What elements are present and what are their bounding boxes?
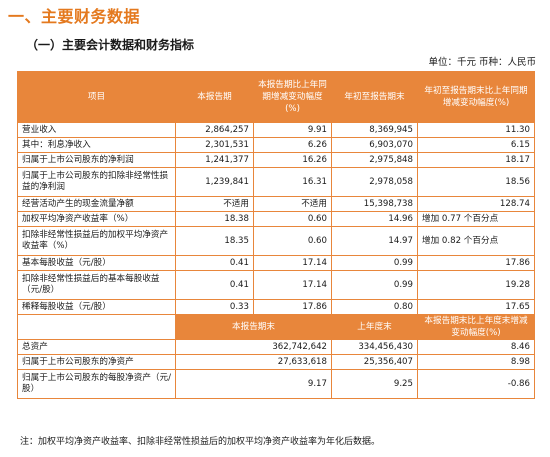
row-change: 0.60 xyxy=(253,226,332,256)
row-change-ytd: 17.86 xyxy=(417,255,535,271)
row-ytd: 14.96 xyxy=(331,211,418,227)
header-ytd: 年初至报告期末 xyxy=(331,71,418,123)
row-prev-year-end: 25,356,407 xyxy=(331,354,418,370)
row-current: 0.41 xyxy=(175,255,254,271)
header-current-period: 本报告期 xyxy=(175,71,254,123)
row-period-end: 27,633,618 xyxy=(175,354,332,370)
header-period-end: 本报告期末 xyxy=(175,314,332,340)
row-prev-year-end: 334,456,430 xyxy=(331,339,418,355)
row-ytd: 15,398,738 xyxy=(331,196,418,212)
header-change-period: 本报告期比上年同期增减变动幅度(%) xyxy=(253,71,332,123)
row-item: 归属于上市公司股东的净利润 xyxy=(17,152,176,168)
row-change-ytd: 18.17 xyxy=(417,152,535,168)
row-change-ytd: 11.30 xyxy=(417,122,535,138)
row-change-ytd: 18.56 xyxy=(417,167,535,197)
row-change-ytd: 增加 0.77 个百分点 xyxy=(417,211,535,227)
row-change: 17.86 xyxy=(253,299,332,315)
header-prev-year-end: 上年度末 xyxy=(331,314,418,340)
row-change-ytd: 增加 0.82 个百分点 xyxy=(417,226,535,256)
row-change: 17.14 xyxy=(253,270,332,300)
row-change-ytd: 19.28 xyxy=(417,270,535,300)
table-row: 基本每股收益（元/股） 0.41 17.14 0.99 17.86 xyxy=(17,255,535,271)
table-row: 归属于上市公司股东的净资产 27,633,618 25,356,407 8.98 xyxy=(17,354,535,370)
row-ytd: 2,978,058 xyxy=(331,167,418,197)
row-prev-year-end: 9.25 xyxy=(331,369,418,399)
row-current: 0.33 xyxy=(175,299,254,315)
row-current: 18.38 xyxy=(175,211,254,227)
financial-data-table: 项目 本报告期 本报告期比上年同期增减变动幅度(%) 年初至报告期末 年初至报告… xyxy=(17,71,535,399)
table-header-row: 项目 本报告期 本报告期比上年同期增减变动幅度(%) 年初至报告期末 年初至报告… xyxy=(17,71,535,123)
row-change: 8.98 xyxy=(417,354,535,370)
row-current: 不适用 xyxy=(175,196,254,212)
row-ytd: 0.80 xyxy=(331,299,418,315)
row-change: 17.14 xyxy=(253,255,332,271)
row-change-ytd: 6.15 xyxy=(417,137,535,153)
row-change: 16.26 xyxy=(253,152,332,168)
unit-currency-line: 单位：千元 币种：人民币 xyxy=(428,57,536,68)
row-item: 总资产 xyxy=(17,339,176,355)
row-period-end: 9.17 xyxy=(175,369,332,399)
row-current: 1,241,377 xyxy=(175,152,254,168)
table-row: 其中：利息净收入 2,301,531 6.26 6,903,070 6.15 xyxy=(17,137,535,153)
row-ytd: 2,975,848 xyxy=(331,152,418,168)
row-change: 16.31 xyxy=(253,167,332,197)
row-change: 9.91 xyxy=(253,122,332,138)
row-current: 2,301,531 xyxy=(175,137,254,153)
row-item: 营业收入 xyxy=(17,122,176,138)
table-row: 营业收入 2,864,257 9.91 8,369,945 11.30 xyxy=(17,122,535,138)
row-item: 归属于上市公司股东的扣除非经常性损益的净利润 xyxy=(17,167,176,197)
row-current: 2,864,257 xyxy=(175,122,254,138)
table-row: 稀释每股收益（元/股） 0.33 17.86 0.80 17.65 xyxy=(17,299,535,315)
row-item: 归属于上市公司股东的每股净资产（元/股） xyxy=(17,369,176,399)
subsection-title: （一）主要会计数据和财务指标 xyxy=(26,38,195,52)
row-item: 经营活动产生的现金流量净额 xyxy=(17,196,176,212)
table-row: 归属于上市公司股东的净利润 1,241,377 16.26 2,975,848 … xyxy=(17,152,535,168)
section-title: 一、主要财务数据 xyxy=(8,7,141,26)
footnote: 注：加权平均净资产收益率、扣除非经常性损益后的加权平均净资产收益率为年化后数据。 xyxy=(20,437,381,447)
row-ytd: 14.97 xyxy=(331,226,418,256)
row-current: 1,239,841 xyxy=(175,167,254,197)
table-row: 扣除非经常性损益后的基本每股收益（元/股） 0.41 17.14 0.99 19… xyxy=(17,270,535,300)
row-current: 0.41 xyxy=(175,270,254,300)
row-ytd: 0.99 xyxy=(331,270,418,300)
row-change: 8.46 xyxy=(417,339,535,355)
row-change: 6.26 xyxy=(253,137,332,153)
row-item: 扣除非经常性损益后的加权平均净资产收益率（%） xyxy=(17,226,176,256)
row-current: 18.35 xyxy=(175,226,254,256)
table-row: 归属于上市公司股东的扣除非经常性损益的净利润 1,239,841 16.31 2… xyxy=(17,167,535,197)
row-change: -0.86 xyxy=(417,369,535,399)
row-change: 0.60 xyxy=(253,211,332,227)
table-row: 扣除非经常性损益后的加权平均净资产收益率（%） 18.35 0.60 14.97… xyxy=(17,226,535,256)
header-change-vs-prev: 本报告期末比上年度末增减变动幅度(%) xyxy=(417,314,535,340)
table-row: 经营活动产生的现金流量净额 不适用 不适用 15,398,738 128.74 xyxy=(17,196,535,212)
row-item: 加权平均净资产收益率（%） xyxy=(17,211,176,227)
table-row: 总资产 362,742,642 334,456,430 8.46 xyxy=(17,339,535,355)
row-item: 稀释每股收益（元/股） xyxy=(17,299,176,315)
table-row: 归属于上市公司股东的每股净资产（元/股） 9.17 9.25 -0.86 xyxy=(17,369,535,399)
row-ytd: 0.99 xyxy=(331,255,418,271)
row-change: 不适用 xyxy=(253,196,332,212)
row-item: 其中：利息净收入 xyxy=(17,137,176,153)
header2-blank xyxy=(17,314,176,340)
table-header-row-2: 本报告期末 上年度末 本报告期末比上年度末增减变动幅度(%) xyxy=(17,314,535,340)
row-item: 归属于上市公司股东的净资产 xyxy=(17,354,176,370)
row-ytd: 8,369,945 xyxy=(331,122,418,138)
row-item: 基本每股收益（元/股） xyxy=(17,255,176,271)
row-ytd: 6,903,070 xyxy=(331,137,418,153)
row-period-end: 362,742,642 xyxy=(175,339,332,355)
table-row: 加权平均净资产收益率（%） 18.38 0.60 14.96 增加 0.77 个… xyxy=(17,211,535,227)
row-change-ytd: 128.74 xyxy=(417,196,535,212)
row-item: 扣除非经常性损益后的基本每股收益（元/股） xyxy=(17,270,176,300)
row-change-ytd: 17.65 xyxy=(417,299,535,315)
header-item: 项目 xyxy=(17,71,176,123)
header-change-ytd: 年初至报告期末比上年同期增减变动幅度(%) xyxy=(417,71,535,123)
